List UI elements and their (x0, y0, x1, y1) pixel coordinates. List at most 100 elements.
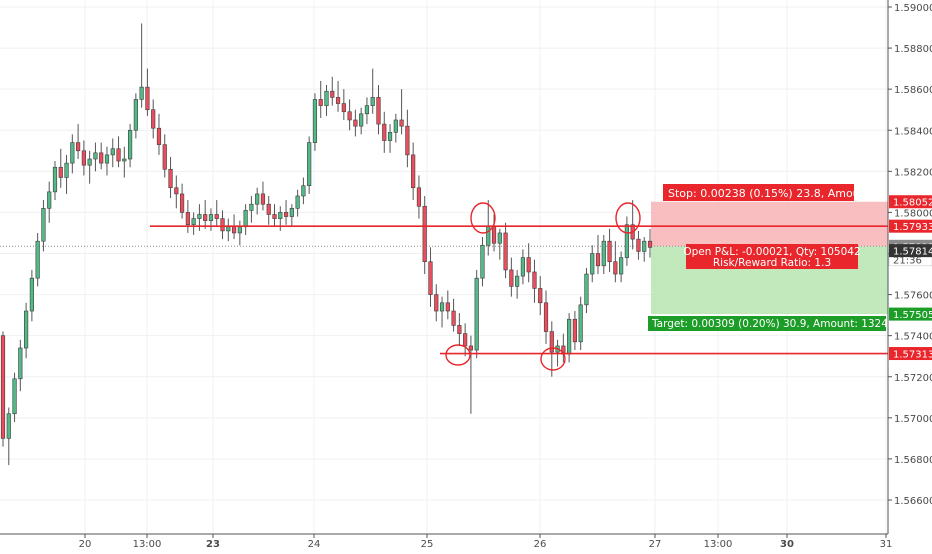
candle-up (47, 191, 52, 209)
candle-down (572, 318, 577, 343)
candle-down (162, 144, 167, 170)
time-axis-label: 13:00 (704, 539, 733, 550)
candle-down (353, 119, 358, 127)
candle-up (52, 166, 58, 193)
time-axis-label: 13:00 (133, 539, 162, 550)
pnl-label-line2: Risk/Reward Ratio: 1.3 (713, 257, 831, 269)
candle-down (526, 257, 531, 273)
candle-down (81, 150, 86, 166)
candle-up (393, 119, 398, 133)
candle-up (370, 97, 375, 106)
candle-down (168, 168, 173, 189)
candle-up (87, 158, 92, 166)
highlight-circle (445, 344, 471, 366)
candle-down (145, 86, 150, 111)
price-axis-label: 1.58600 (894, 85, 932, 96)
price-axis-label: 1.56800 (894, 455, 932, 466)
target-price-tag: 1.57505 (893, 310, 932, 321)
candle-up (480, 244, 485, 279)
pnl-label-box (686, 244, 858, 269)
candle-down (428, 261, 433, 295)
time-axis-label: 24 (308, 539, 321, 550)
candle-down (411, 154, 416, 189)
candle-down (463, 333, 468, 347)
time-axis-label: 20 (79, 539, 92, 550)
candle-down (0, 335, 6, 439)
candle-down (151, 109, 156, 129)
candle-down (156, 127, 162, 145)
candle-up (70, 142, 75, 164)
candle-up (249, 203, 254, 211)
candle-down (503, 232, 508, 271)
candle-down (214, 214, 219, 219)
price-axis-label: 1.58400 (894, 126, 932, 137)
candle-down (76, 142, 81, 152)
price-axis-label: 1.56600 (894, 496, 932, 507)
candle-up (93, 152, 98, 160)
candle-down (266, 203, 271, 215)
candle-down (174, 187, 179, 195)
candle-down (185, 212, 190, 226)
candle-up (439, 302, 445, 312)
candle-up (324, 90, 329, 106)
candle-up (312, 99, 318, 143)
time-axis-label: 25 (421, 539, 434, 550)
candle-down (613, 261, 618, 275)
stop-price-tag-box (889, 195, 932, 209)
candle-up (64, 162, 69, 178)
candle-up (497, 232, 502, 244)
price-axis-label: 1.57600 (894, 291, 932, 302)
candle-up (624, 224, 629, 258)
countdown-tag: 21:36 (893, 255, 922, 266)
target-label-box (648, 316, 886, 331)
candle-up (474, 277, 479, 351)
highlight-circle (540, 347, 566, 371)
candle-up (289, 208, 294, 217)
candle-up (387, 132, 393, 141)
candle-down (341, 103, 346, 113)
candle-down (543, 302, 549, 332)
candle-down (468, 345, 474, 351)
candle-up (18, 347, 23, 380)
time-axis-label: 26 (534, 539, 547, 550)
candle-down (116, 148, 121, 162)
candle-up (197, 214, 202, 219)
price-axis-background (888, 0, 932, 550)
time-axis-label: 27 (649, 539, 662, 550)
candle-down (538, 288, 543, 304)
candle-up (6, 413, 11, 439)
pnl-label-line1: Open P&L: -0.00021, Qty: 105042 (683, 246, 860, 258)
candle-down (376, 97, 381, 125)
candle-up (122, 158, 127, 162)
price-axis-label: 1.57200 (894, 373, 932, 384)
price-axis-label: 1.57000 (894, 414, 932, 425)
candle-down (451, 310, 456, 326)
candle-up (255, 193, 260, 205)
price-axis-label: 1.57400 (894, 332, 932, 343)
time-axis-label: 23 (206, 539, 220, 550)
candle-up (619, 257, 624, 275)
current-price-tag-box (889, 244, 932, 258)
target-label-text: Target: 0.00309 (0.20%) 30.9, Amount: 13… (651, 318, 905, 330)
candle-down (636, 238, 641, 252)
candle-down (347, 111, 352, 121)
candle-down (272, 214, 277, 219)
candle-up (642, 240, 647, 252)
candle-down (179, 193, 185, 213)
candle-up (110, 148, 115, 156)
candle-up (24, 310, 29, 349)
price-axis-label: 1.59000 (894, 3, 932, 14)
candle-down (607, 240, 612, 263)
candle-down (445, 302, 450, 312)
candle-up (515, 275, 520, 287)
candle-down (647, 240, 653, 248)
candle-down (220, 218, 225, 232)
stop-label-box (663, 184, 854, 201)
candle-up (486, 226, 491, 246)
candle-down (335, 97, 341, 104)
candle-up (584, 273, 589, 306)
stop-label-text: Stop: 0.00238 (0.15%) 23.8, Amount: 750 (668, 187, 899, 200)
candle-up (278, 212, 283, 219)
